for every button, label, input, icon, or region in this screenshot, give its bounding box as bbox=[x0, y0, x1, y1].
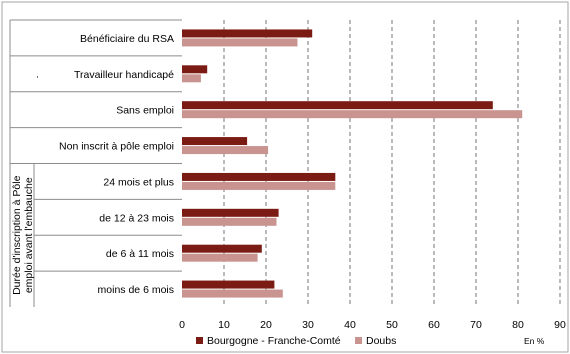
bar-bourgogne-franche-comte-travailleur-handicape bbox=[182, 65, 208, 74]
bar-doubs-24-mois-et-plus bbox=[182, 181, 336, 190]
legend-label-bourgogne-franche-comte: Bourgogne - Franche-Comté bbox=[207, 335, 341, 347]
category-label-de-12-a-23-mois: de 12 à 23 mois bbox=[99, 212, 174, 224]
category-label-sans-emploi: Sans emploi bbox=[116, 105, 174, 117]
legend-label-doubs: Doubs bbox=[366, 335, 396, 347]
gridlines bbox=[223, 20, 561, 307]
bar-doubs-beneficiaire-du-rsa bbox=[182, 38, 298, 47]
bar-bourgogne-franche-comte-de-12-a-23-mois bbox=[182, 208, 279, 217]
bar-bourgogne-franche-comte-de-6-a-11-mois bbox=[182, 244, 262, 253]
bar-doubs-de-6-a-11-mois bbox=[182, 253, 258, 262]
x-tick-label-10: 10 bbox=[218, 319, 230, 331]
stray-dot: . bbox=[36, 68, 39, 80]
bar-doubs-travailleur-handicape bbox=[182, 74, 201, 83]
category-label-travailleur-handicape: Travailleur handicapé bbox=[74, 69, 174, 81]
x-tick-label-40: 40 bbox=[344, 319, 356, 331]
legend-swatch-doubs bbox=[355, 337, 362, 344]
x-tick-label-30: 30 bbox=[302, 319, 314, 331]
bar-doubs-sans-emploi bbox=[182, 110, 523, 119]
category-labels: Bénéficiaire du RSA Travailleur handicapé… bbox=[9, 19, 182, 307]
x-tick-label-70: 70 bbox=[470, 319, 482, 331]
category-label-beneficiaire-du-rsa: Bénéficiaire du RSA bbox=[80, 33, 174, 45]
category-label-moins-de-6-mois: moins de 6 mois bbox=[98, 284, 174, 296]
legend: Bourgogne - Franche-Comté Doubs En % bbox=[196, 335, 545, 347]
category-label-24-mois-et-plus: 24 mois et plus bbox=[103, 176, 174, 188]
bar-doubs-moins-de-6-mois bbox=[182, 289, 283, 298]
group-label: Durée d'inscription à Pôleemploi avant l… bbox=[11, 175, 35, 294]
bars bbox=[182, 29, 523, 298]
bar-bourgogne-franche-comte-non-inscrit-a-pole-emploi bbox=[182, 137, 248, 146]
x-axis-ticks: 0 10 20 30 40 50 60 70 80 90 bbox=[179, 319, 566, 331]
bar-bourgogne-franche-comte-moins-de-6-mois bbox=[182, 280, 275, 289]
x-tick-label-60: 60 bbox=[428, 319, 440, 331]
x-tick-label-90: 90 bbox=[554, 319, 566, 331]
bar-doubs-non-inscrit-a-pole-emploi bbox=[182, 146, 269, 155]
unit-label: En % bbox=[524, 336, 545, 346]
x-tick-label-80: 80 bbox=[512, 319, 524, 331]
bar-doubs-de-12-a-23-mois bbox=[182, 217, 277, 226]
x-tick-label-20: 20 bbox=[260, 319, 272, 331]
category-label-non-inscrit-a-pole-emploi: Non inscrit à pôle emploi bbox=[59, 141, 174, 153]
bar-bourgogne-franche-comte-sans-emploi bbox=[182, 101, 493, 110]
legend-swatch-bourgogne-franche-comte bbox=[196, 337, 203, 344]
x-tick-label-0: 0 bbox=[179, 319, 185, 331]
bar-bourgogne-franche-comte-beneficiaire-du-rsa bbox=[182, 29, 313, 38]
category-label-de-6-a-11-mois: de 6 à 11 mois bbox=[106, 248, 174, 260]
x-tick-label-50: 50 bbox=[386, 319, 398, 331]
bar-bourgogne-franche-comte-24-mois-et-plus bbox=[182, 172, 336, 181]
